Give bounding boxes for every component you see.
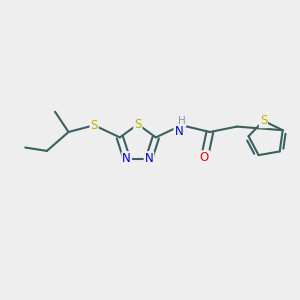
Text: S: S	[91, 119, 98, 132]
Text: N: N	[122, 152, 131, 165]
Text: S: S	[260, 114, 267, 127]
Text: N: N	[145, 152, 153, 165]
Text: S: S	[134, 118, 142, 131]
Text: N: N	[174, 125, 183, 139]
Text: H: H	[178, 116, 185, 126]
Text: O: O	[200, 151, 209, 164]
